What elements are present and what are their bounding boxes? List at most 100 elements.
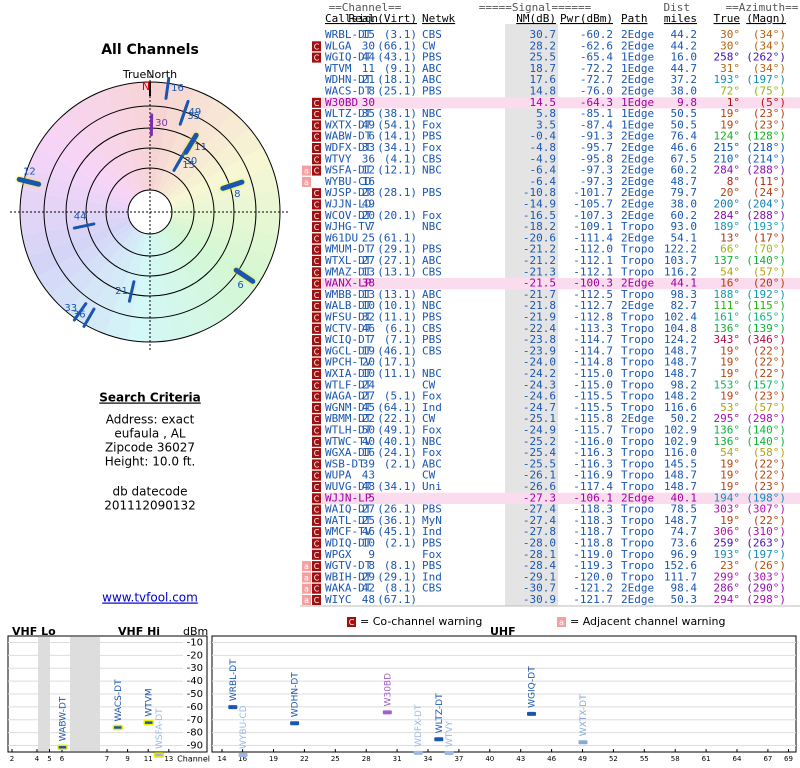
table-cell: WSB-DT	[325, 457, 365, 470]
table-cell: 8	[368, 559, 375, 572]
table-cell: (17°)	[753, 231, 786, 244]
warning-flag	[312, 154, 321, 165]
warning-flag	[312, 188, 321, 199]
warning-flag	[312, 244, 321, 255]
table-cell: (7.1)	[384, 333, 417, 346]
table-cell: (2.1)	[384, 537, 417, 550]
table-cell: 2Edge	[621, 231, 654, 244]
table-cell: 96.9	[671, 548, 698, 561]
table-cell: WCIQ-DT	[325, 333, 372, 346]
warning-flag-text: C	[314, 99, 320, 108]
hue-wedge	[127, 212, 150, 342]
x-tick-label: 37	[454, 755, 463, 763]
table-cell: 49	[362, 118, 375, 131]
warning-flag	[312, 493, 321, 504]
table-cell: -112.1	[573, 254, 613, 267]
table-cell: NBC	[422, 299, 442, 312]
table-cell: 1Edge	[621, 62, 654, 75]
warning-flag-text: C	[314, 404, 320, 413]
x-tick-label: 22	[300, 755, 309, 763]
station-bar	[434, 737, 444, 742]
station-label: WXTX-DT	[579, 694, 589, 736]
table-cell: WRBL-DT	[325, 28, 372, 41]
vhf-hi: VHF Hi	[118, 625, 160, 638]
table-cell: (192°)	[746, 288, 786, 301]
warning-flag	[312, 515, 321, 526]
table-cell: 2Edge	[621, 39, 654, 52]
radar-bar	[82, 307, 96, 328]
warning-flag-text: C	[314, 189, 320, 198]
warning-flag-text: C	[314, 596, 320, 605]
table-cell: 286°	[714, 582, 741, 595]
warning-flag	[312, 436, 321, 447]
table-cell: Tropo	[621, 514, 654, 527]
table-cell: 102.9	[664, 435, 697, 448]
table-cell: -105.7	[573, 198, 613, 211]
table-cell: (25.1)	[377, 85, 417, 98]
warning-flag-text: C	[314, 370, 320, 379]
station-bar	[228, 705, 238, 710]
table-cell: 303°	[714, 503, 741, 516]
warning-flag-text: C	[314, 246, 320, 255]
table-cell: 19°	[720, 344, 740, 357]
table-cell: (18.1)	[377, 73, 417, 86]
table-cell: 22	[362, 412, 375, 425]
x-tick-label: 69	[784, 755, 793, 763]
table-cell: 20	[362, 209, 375, 222]
warning-flag-text: C	[314, 540, 320, 549]
warning-flag	[312, 459, 321, 470]
table-cell: 27	[362, 390, 375, 403]
table-cell: -24.6	[523, 390, 556, 403]
table-cell: WMBB-DT	[325, 288, 372, 301]
table-cell: (57°)	[753, 401, 786, 414]
radar-label: 12	[23, 167, 36, 178]
table-cell: -111.4	[573, 231, 613, 244]
table-cell: Tropo	[621, 265, 654, 278]
table-cell: -27.4	[523, 503, 556, 516]
table-cell: 124°	[714, 130, 741, 143]
table-cell: Tropo	[621, 446, 654, 459]
hue-wedge	[37, 128, 150, 212]
table-cell: -4.8	[530, 141, 557, 154]
table-cell: W30BD	[325, 96, 358, 109]
table-cell: (23°)	[753, 390, 786, 403]
table-cell: Tropo	[621, 356, 654, 369]
table-cell: PBS	[422, 243, 442, 256]
table-cell: Tropo	[621, 288, 654, 301]
table-cell: CBS	[422, 344, 442, 357]
table-cell: (140°)	[746, 424, 786, 437]
table-cell: Ind	[422, 570, 442, 583]
table-cell: 44.2	[671, 39, 698, 52]
warning-flag	[312, 504, 321, 515]
warning-flag	[312, 52, 321, 63]
table-cell: WABW-DT	[325, 130, 372, 143]
table-cell: 35	[362, 107, 375, 120]
warning-flag-text: C	[314, 201, 320, 210]
table-cell: 29	[362, 570, 375, 583]
table-cell: -27.4	[523, 514, 556, 527]
warning-flag	[312, 312, 321, 323]
table-cell: PBS	[422, 559, 442, 572]
table-cell: PBS	[422, 333, 442, 346]
warning-flag-text: C	[314, 234, 320, 243]
table-cell: Tropo	[621, 548, 654, 561]
link[interactable]: www.tvfool.com	[102, 591, 198, 605]
table-cell: 14.5	[530, 96, 557, 109]
table-cell: -119.3	[573, 559, 613, 572]
table-cell: 82.7	[671, 299, 698, 312]
table-cell: WATL-DT	[325, 514, 372, 527]
y-tick-label: -60	[187, 702, 203, 713]
table-cell: ABC	[422, 254, 442, 267]
table-cell: -6.4	[530, 175, 557, 188]
table-cell: ABC	[422, 62, 442, 75]
table-cell: 2Edge	[621, 593, 654, 606]
table-cell: 148.2	[664, 390, 697, 403]
table-cell: (23°)	[753, 480, 786, 493]
table-cell: Tropo	[621, 333, 654, 346]
warning-flag-text: C	[314, 54, 320, 63]
station-bar	[112, 724, 124, 731]
warning-flag	[312, 595, 321, 605]
table-cell: 2Edge	[621, 277, 654, 290]
channel-label: Channel	[177, 755, 210, 764]
table-cell: WMCF-TV	[325, 525, 372, 538]
